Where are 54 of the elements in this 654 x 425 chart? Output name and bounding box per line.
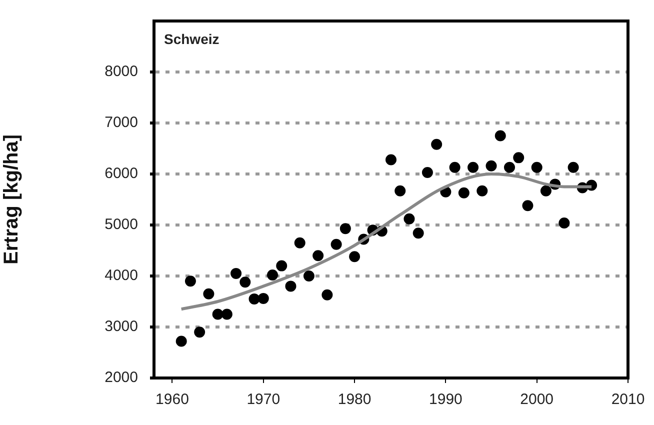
point	[240, 276, 251, 288]
point	[468, 162, 479, 173]
y-tick-label: 5000	[104, 216, 138, 234]
y-tick-label: 6000	[104, 165, 138, 182]
point	[221, 308, 232, 320]
point	[212, 308, 224, 320]
point	[531, 162, 542, 173]
x-tick-label: 1970	[246, 391, 280, 408]
point	[330, 238, 342, 250]
x-tick-label: 1980	[338, 391, 372, 408]
point	[458, 187, 470, 198]
point	[258, 292, 269, 304]
y-tick-label: 2000	[104, 369, 138, 386]
point	[184, 276, 196, 287]
point	[494, 130, 506, 142]
point	[349, 251, 360, 262]
point	[486, 160, 497, 172]
point	[176, 336, 187, 347]
point	[513, 152, 524, 164]
point	[230, 268, 242, 279]
y-tick-label: 7000	[104, 114, 138, 132]
point	[312, 250, 324, 262]
point	[412, 228, 424, 239]
y-tick-label: 8000	[104, 63, 138, 80]
point	[276, 260, 288, 272]
point	[431, 138, 442, 150]
x-tick-label: 2010	[611, 391, 645, 408]
point	[558, 217, 570, 228]
point	[568, 162, 579, 173]
point	[194, 326, 206, 338]
point	[303, 270, 314, 282]
point	[285, 280, 296, 292]
point	[522, 200, 534, 212]
point	[449, 162, 460, 173]
x-tick-label: 1990	[429, 391, 462, 408]
y-axis-title: Ertrag [kg/ha]	[0, 134, 23, 265]
point	[404, 213, 415, 224]
y-tick-label: 3000	[104, 318, 138, 336]
point	[394, 185, 406, 196]
point	[422, 166, 433, 178]
point	[294, 237, 306, 248]
point	[476, 185, 488, 196]
point	[386, 154, 396, 166]
x-tick-label: 2000	[520, 391, 554, 408]
point	[504, 162, 515, 173]
point	[540, 185, 552, 196]
y-tick-label: 4000	[104, 267, 138, 284]
point	[340, 223, 351, 234]
point	[267, 269, 278, 280]
point	[203, 288, 214, 300]
text: Schweiz	[164, 30, 220, 47]
point	[322, 289, 333, 300]
x-tick-label: 1960	[156, 391, 189, 408]
point	[248, 293, 260, 304]
